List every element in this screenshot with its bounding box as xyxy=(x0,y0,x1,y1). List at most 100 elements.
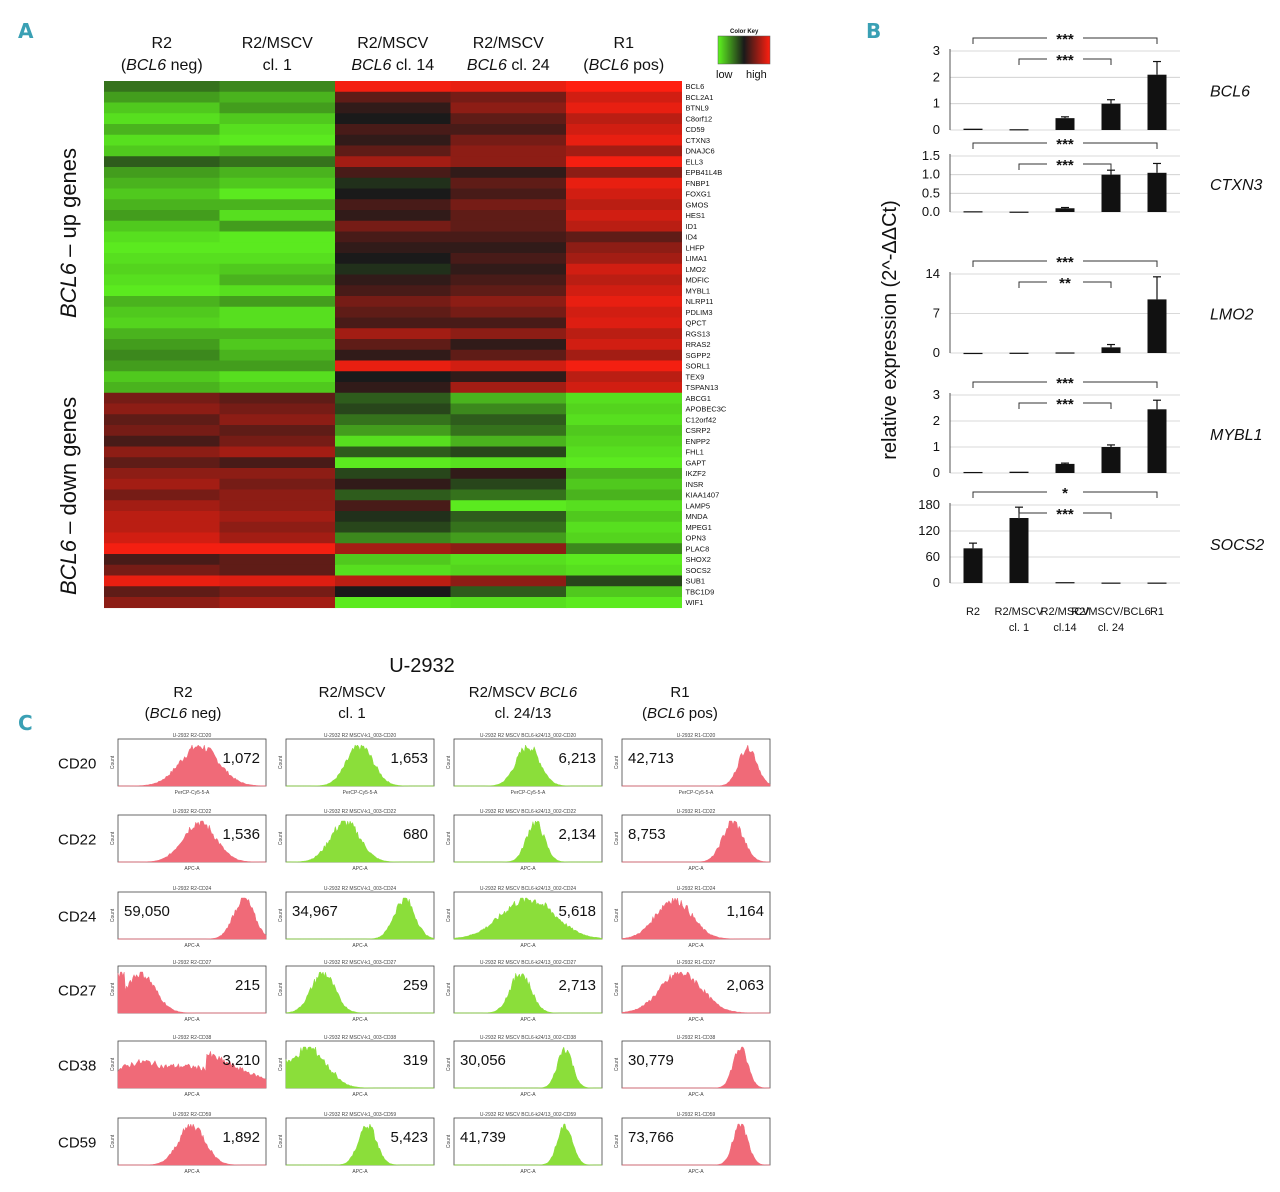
heatmap-cell-SHOX2-1 xyxy=(219,554,336,566)
flow-mfi-value: 73,766 xyxy=(628,1129,674,1146)
heatmap-cell-HES1-3 xyxy=(450,210,567,222)
bar-panel-CTXN3: 0.0 0.5 1.0 1.5 *** *** CTXN3 xyxy=(922,136,1263,219)
gene-label: FHL1 xyxy=(686,448,704,457)
heatmap-cell-KIAA1407-4 xyxy=(566,489,682,501)
heatmap-cell-EPB41L4B-0 xyxy=(104,167,220,179)
heatmap-cell-MPEG1-4 xyxy=(566,521,682,533)
heatmap-cell-MNDA-3 xyxy=(450,511,567,523)
bar-CTXN3-0 xyxy=(963,211,983,213)
gene-label: INSR xyxy=(686,480,705,489)
flow-y-axis-label: Count xyxy=(278,755,284,769)
significance-bg xyxy=(1047,486,1083,498)
heatmap-cell-FNBP1-3 xyxy=(450,177,567,189)
flow-col-header-line1: R1 xyxy=(670,684,689,701)
bar-panel-MYBL1: 0 1 2 3 *** *** MYBL1 xyxy=(933,375,1263,480)
heatmap-cell-RGS13-1 xyxy=(219,328,336,340)
flow-histogram xyxy=(118,744,267,787)
heatmap-cell-BCL2A1-2 xyxy=(335,91,451,103)
heatmap-cell-IKZF2-2 xyxy=(335,468,451,480)
flow-panel-title: U-2932 R2 MSCV BCL6-k24/13_002-CD24 xyxy=(480,886,576,892)
heatmap-cell-GAPT-1 xyxy=(219,457,336,469)
flow-mfi-value: 34,967 xyxy=(292,903,338,920)
heatmap-cell-SGPP2-3 xyxy=(450,349,567,361)
heatmap-cell-NLRP11-0 xyxy=(104,296,220,308)
flow-mfi-value: 1,072 xyxy=(222,750,260,767)
heatmap-cell-ID4-2 xyxy=(335,231,451,243)
gene-label: SORL1 xyxy=(686,362,711,371)
flow-panel-CD22-3: U-2932 R1-CD22 APC-A Count 8,753 xyxy=(614,809,771,872)
heatmap-cell-DNAJC6-1 xyxy=(219,145,336,157)
gene-label: LAMP5 xyxy=(686,501,711,510)
significance-stars: * xyxy=(1062,485,1068,502)
heatmap-cell-FHL1-2 xyxy=(335,446,451,458)
heatmap-cell-GAPT-0 xyxy=(104,457,220,469)
flow-panel-CD27-1: U-2932 R2 MSCV-k1_003-CD27 APC-A Count 259 xyxy=(278,960,435,1023)
down-genes-label: BCL6 – down genes xyxy=(56,397,81,595)
heatmap-cell-BCL6-0 xyxy=(104,81,220,93)
bar-MYBL1-1 xyxy=(1009,471,1029,473)
heatmap-cell-C12orf42-4 xyxy=(566,414,682,426)
y-tick-label: 120 xyxy=(918,523,940,538)
heatmap-cell-FHL1-1 xyxy=(219,446,336,458)
heatmap-cell-TSPAN13-0 xyxy=(104,382,220,394)
flow-panel-title: U-2932 R1-CD38 xyxy=(677,1035,716,1041)
bar-MYBL1-2 xyxy=(1055,463,1075,473)
significance-bg xyxy=(1047,507,1083,519)
heatmap-cell-SOCS2-0 xyxy=(104,564,220,576)
heatmap-cell-PDLIM3-0 xyxy=(104,306,220,318)
flow-x-axis-label: APC-A xyxy=(688,1017,704,1023)
heatmap-cell-ENPP2-3 xyxy=(450,435,567,447)
heatmap-col-header-line2: BCL6 cl. 24 xyxy=(467,57,550,74)
flow-y-axis-label: Count xyxy=(278,1057,284,1071)
gene-label: LHFP xyxy=(686,243,705,252)
flow-y-axis-label: Count xyxy=(614,908,620,922)
flow-marker-label: CD38 xyxy=(58,1058,96,1075)
gene-label: FOXG1 xyxy=(686,190,711,199)
significance-bg xyxy=(1047,376,1083,388)
heatmap-cell-EPB41L4B-3 xyxy=(450,167,567,179)
heatmap-cell-WIF1-1 xyxy=(219,597,336,609)
flow-x-axis-label: APC-A xyxy=(184,1017,200,1023)
heatmap-cell-TEX9-2 xyxy=(335,371,451,383)
bar-panel-BCL6: 0 1 2 3 *** *** BCL6 xyxy=(933,31,1250,137)
heatmap-col-header-line1: R2/MSCV xyxy=(473,35,544,52)
heatmap-cell-LHFP-0 xyxy=(104,242,220,254)
y-tick-label: 180 xyxy=(918,497,940,512)
heatmap-col-header-line2: BCL6 cl. 14 xyxy=(351,57,434,74)
heatmap-cell-RGS13-2 xyxy=(335,328,451,340)
heatmap-cell-MNDA-0 xyxy=(104,511,220,523)
flow-x-axis-label: PerCP-Cy5-5-A xyxy=(679,790,714,796)
flow-x-axis-label: APC-A xyxy=(688,943,704,949)
heatmap-cell-LAMP5-2 xyxy=(335,500,451,512)
heatmap-cell-TSPAN13-3 xyxy=(450,382,567,394)
flow-mfi-value: 319 xyxy=(403,1052,428,1069)
bar-x-label: cl.14 xyxy=(1053,622,1076,634)
heatmap-cell-DNAJC6-2 xyxy=(335,145,451,157)
heatmap-cell-CTXN3-4 xyxy=(566,134,682,146)
heatmap-cell-MYBL1-3 xyxy=(450,285,567,297)
heatmap-cell-PLAC8-2 xyxy=(335,543,451,555)
flow-col-header-line1: R2 xyxy=(173,684,192,701)
bar-BCL6-1 xyxy=(1009,129,1029,131)
heatmap-cell-MDFIC-0 xyxy=(104,274,220,286)
heatmap-cell-SUB1-0 xyxy=(104,575,220,587)
heatmap-cell-SOCS2-3 xyxy=(450,564,567,576)
y-tick-label: 0.5 xyxy=(922,185,940,200)
flow-panel-title: U-2932 R2-CD27 xyxy=(173,960,212,966)
down-genes-label-rest: – down genes xyxy=(56,397,81,540)
heatmap-cell-MPEG1-2 xyxy=(335,521,451,533)
heatmap-cell-ID4-0 xyxy=(104,231,220,243)
heatmap-cell-ENPP2-0 xyxy=(104,435,220,447)
heatmap-cell-EPB41L4B-4 xyxy=(566,167,682,179)
heatmap-cell-CTXN3-2 xyxy=(335,134,451,146)
heatmap-cell-C8orf12-2 xyxy=(335,113,451,125)
heatmap-cell-MPEG1-3 xyxy=(450,521,567,533)
flow-histogram xyxy=(118,1123,266,1166)
heatmap-cell-EPB41L4B-2 xyxy=(335,167,451,179)
flow-x-axis-label: PerCP-Cy5-5-A xyxy=(343,790,378,796)
heatmap-cell-GAPT-2 xyxy=(335,457,451,469)
flow-histogram xyxy=(118,820,266,863)
flow-y-axis-label: Count xyxy=(110,831,116,845)
flow-panel-title: U-2932 R2 MSCV-k1_003-CD38 xyxy=(324,1035,396,1041)
